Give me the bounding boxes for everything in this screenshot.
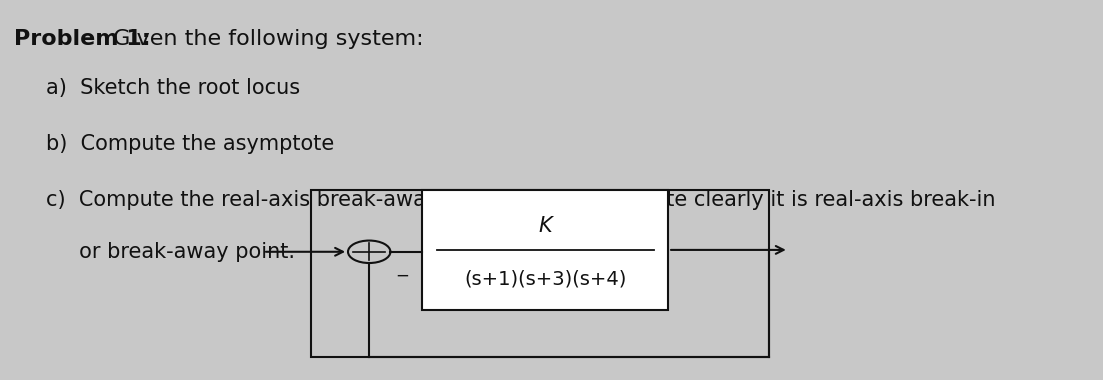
Text: Given the following system:: Given the following system: bbox=[106, 29, 424, 49]
Text: Problem 1:: Problem 1: bbox=[14, 29, 151, 49]
Bar bbox=[311, 190, 770, 356]
Text: c)  Compute the real-axis break-away/break-in point. Indicate clearly it is real: c) Compute the real-axis break-away/brea… bbox=[46, 190, 996, 210]
Text: or break-away point.: or break-away point. bbox=[46, 242, 296, 263]
Text: K: K bbox=[538, 216, 553, 236]
Text: (s+1)(s+3)(s+4): (s+1)(s+3)(s+4) bbox=[464, 269, 627, 288]
Text: b)  Compute the asymptote: b) Compute the asymptote bbox=[46, 134, 334, 154]
Bar bbox=[422, 190, 668, 310]
Text: a)  Sketch the root locus: a) Sketch the root locus bbox=[46, 78, 300, 98]
Text: −: − bbox=[395, 267, 409, 285]
